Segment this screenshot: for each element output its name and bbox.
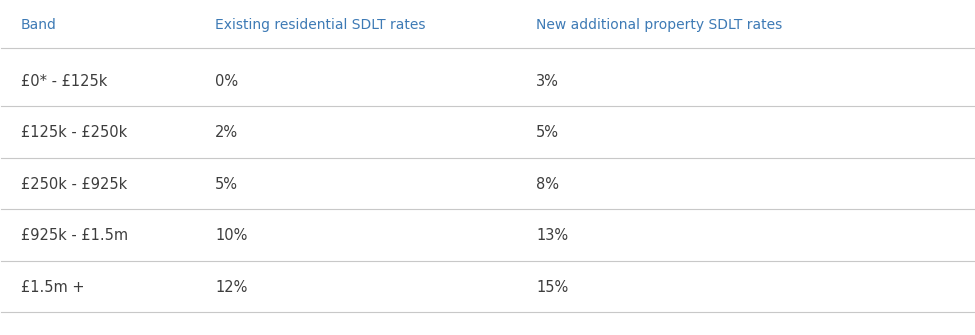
Text: Existing residential SDLT rates: Existing residential SDLT rates <box>215 18 426 31</box>
Text: Band: Band <box>20 18 57 31</box>
Text: 15%: 15% <box>536 280 568 294</box>
Text: £125k - £250k: £125k - £250k <box>20 125 127 140</box>
Text: 13%: 13% <box>536 228 568 243</box>
Text: £925k - £1.5m: £925k - £1.5m <box>20 228 128 243</box>
Text: 3%: 3% <box>536 74 559 89</box>
Text: 8%: 8% <box>536 177 559 192</box>
Text: 12%: 12% <box>215 280 248 294</box>
Text: 10%: 10% <box>215 228 248 243</box>
Text: New additional property SDLT rates: New additional property SDLT rates <box>536 18 782 31</box>
Text: 5%: 5% <box>215 177 238 192</box>
Text: £0* - £125k: £0* - £125k <box>20 74 107 89</box>
Text: £1.5m +: £1.5m + <box>20 280 84 294</box>
Text: 2%: 2% <box>215 125 239 140</box>
Text: 5%: 5% <box>536 125 559 140</box>
Text: £250k - £925k: £250k - £925k <box>20 177 127 192</box>
Text: 0%: 0% <box>215 74 239 89</box>
